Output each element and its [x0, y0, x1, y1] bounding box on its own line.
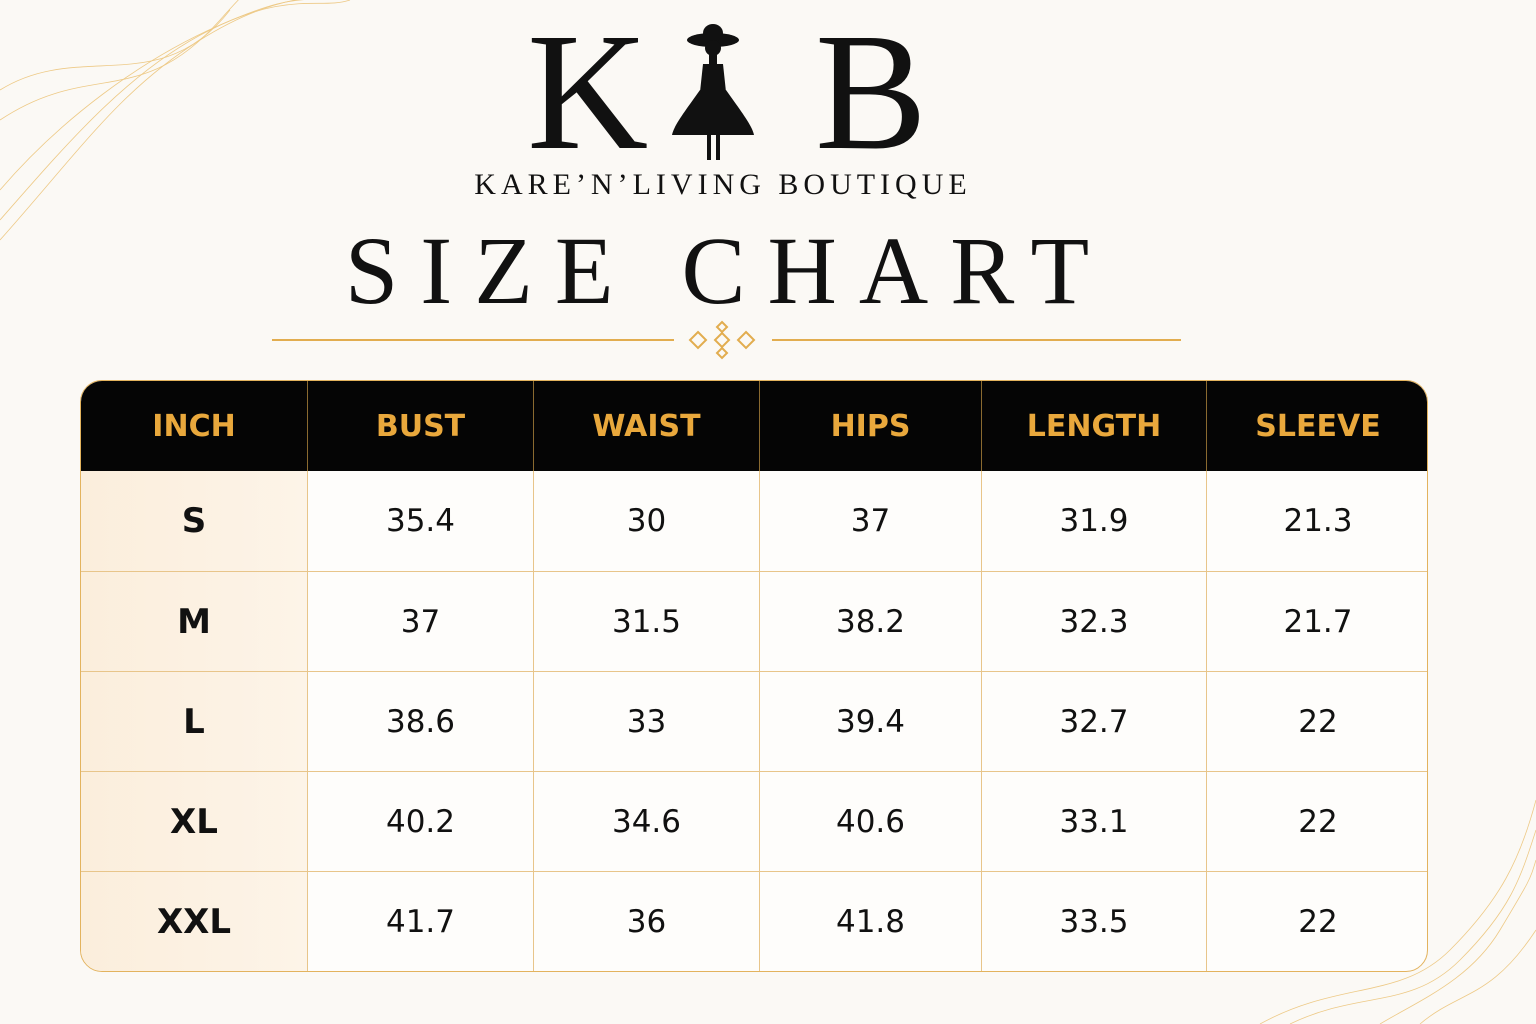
measurement: 22 — [1206, 671, 1427, 771]
measurement: 36 — [533, 871, 759, 971]
column-header: HIPS — [759, 381, 981, 471]
measurement: 41.7 — [307, 871, 533, 971]
logo-letter: B — [815, 0, 928, 185]
size-table: INCH BUST WAIST HIPS LENGTH SLEEVE S 35.4 30 37 31… — [80, 380, 1428, 972]
size-label: S — [81, 471, 307, 571]
measurement: 38.6 — [307, 671, 533, 771]
measurement: 40.6 — [759, 771, 981, 871]
measurement: 37 — [307, 571, 533, 671]
size-label: XL — [81, 771, 307, 871]
measurement: 38.2 — [759, 571, 981, 671]
measurement: 33 — [533, 671, 759, 771]
measurement: 21.7 — [1206, 571, 1427, 671]
divider — [272, 320, 1181, 360]
measurement: 41.8 — [759, 871, 981, 971]
column-header: WAIST — [533, 381, 759, 471]
measurement: 32.7 — [981, 671, 1206, 771]
measurement: 40.2 — [307, 771, 533, 871]
column-header: LENGTH — [981, 381, 1206, 471]
measurement: 22 — [1206, 871, 1427, 971]
column-header: INCH — [81, 381, 307, 471]
measurement: 35.4 — [307, 471, 533, 571]
measurement: 39.4 — [759, 671, 981, 771]
measurement: 30 — [533, 471, 759, 571]
measurement: 33.5 — [981, 871, 1206, 971]
measurement: 32.3 — [981, 571, 1206, 671]
column-header: SLEEVE — [1206, 381, 1427, 471]
measurement: 22 — [1206, 771, 1427, 871]
measurement: 21.3 — [1206, 471, 1427, 571]
measurement: 31.5 — [533, 571, 759, 671]
measurement: 33.1 — [981, 771, 1206, 871]
measurement: 31.9 — [981, 471, 1206, 571]
size-label: L — [81, 671, 307, 771]
brand-name: KARE’N’LIVING BOUTIQUE — [474, 168, 972, 201]
size-label: XXL — [81, 871, 307, 971]
measurement: 37 — [759, 471, 981, 571]
silhouette-icon — [672, 24, 754, 160]
column-header: BUST — [307, 381, 533, 471]
logo-letter: K — [527, 0, 649, 185]
measurement: 34.6 — [533, 771, 759, 871]
size-label: M — [81, 571, 307, 671]
title: SIZE CHART — [344, 217, 1112, 324]
